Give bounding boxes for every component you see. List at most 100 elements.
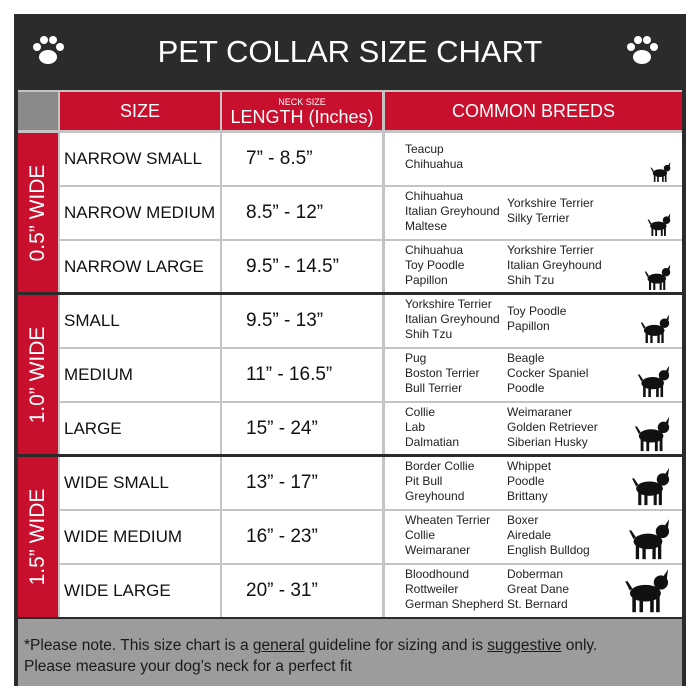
length-value: 8.5” - 12”	[246, 202, 324, 223]
breed-name: Dalmatian	[405, 434, 460, 449]
breeds-cell: Chihuahua Italian Greyhound Maltese Yorkshi…	[385, 187, 682, 239]
size-label: NARROW MEDIUM	[64, 203, 216, 222]
size-label: LARGE	[64, 419, 122, 438]
dog-icon	[638, 365, 670, 398]
size-cell: MEDIUM	[60, 349, 220, 401]
breed-name: Silky Terrier	[507, 211, 570, 225]
breeds-cell: Border Collie Pit Bull Greyhound Whippet Poo…	[385, 457, 682, 509]
title: PET COLLAR SIZE CHART	[157, 34, 543, 69]
length-cell: 7” - 8.5”	[222, 133, 382, 185]
note-text: *Please note. This size chart is a	[24, 637, 253, 654]
breed-name: Cocker Spaniel	[507, 365, 589, 380]
header-breeds: COMMON BREEDS	[385, 92, 682, 130]
group-label: 0.5” WIDE	[26, 164, 49, 262]
dog-icon	[641, 314, 670, 344]
group-cell: 1.5” WIDE	[18, 457, 58, 617]
breed-name: Rottweiler	[405, 581, 459, 596]
breed-name: St. Bernard	[507, 596, 568, 611]
breed-name: Bloodhound	[405, 566, 470, 581]
breed-name: Shih Tzu	[405, 326, 453, 341]
group-divider	[18, 292, 682, 295]
breed-column: Chihuahua Italian Greyhound Maltese	[405, 189, 500, 234]
length-cell: 20” - 31”	[222, 565, 382, 617]
size-cell: SMALL	[60, 295, 220, 347]
breed-name: Italian Greyhound	[405, 203, 500, 218]
group-label: 1.5” WIDE	[26, 488, 49, 586]
breed-name: Toy Poodle	[405, 257, 465, 272]
length-value: 20” - 31”	[246, 580, 318, 601]
table: SIZE NECK SIZE LENGTH (Inches) COMMON BR…	[18, 90, 682, 617]
length-value: 7” - 8.5”	[246, 148, 313, 169]
breed-column: Yorkshire Terrier Italian Greyhound Shih T…	[405, 297, 500, 342]
header-size: SIZE	[60, 92, 220, 130]
size-label: NARROW SMALL	[64, 149, 202, 168]
breed-column: Whippet Poodle Brittany	[507, 459, 551, 504]
length-cell: 9.5” - 14.5”	[222, 241, 382, 293]
length-value: 13” - 17”	[246, 472, 318, 493]
breed-name: Italian Greyhound	[405, 311, 500, 326]
breed-name: Great Dane	[507, 581, 570, 596]
breed-name: Yorkshire Terrier	[507, 196, 594, 210]
note-text: only.	[561, 637, 598, 654]
breeds-cell: Collie Lab Dalmatian Weimaraner Golden Retri…	[385, 403, 682, 455]
length-cell: 9.5” - 13”	[222, 295, 382, 347]
length-value: 16” - 23”	[246, 526, 318, 547]
breed-column: Teacup Chihuahua	[405, 142, 463, 172]
breed-name: Wheaten Terrier	[405, 512, 491, 527]
breed-column: Wheaten Terrier Collie Weimaraner	[405, 513, 490, 558]
dog-icon	[647, 213, 671, 236]
dog-icon	[631, 467, 669, 505]
breed-name: German Shepherd	[405, 596, 504, 611]
breed-column: Doberman Great Dane St. Bernard	[507, 567, 569, 612]
breed-name: Weimaraner	[507, 404, 573, 419]
length-cell: 15” - 24”	[222, 403, 382, 455]
corner-cell	[18, 92, 58, 130]
group-divider	[18, 454, 682, 457]
breed-column: Border Collie Pit Bull Greyhound	[405, 459, 474, 504]
size-cell: NARROW SMALL	[60, 133, 220, 185]
footnote: *Please note. This size chart is a gener…	[18, 619, 682, 686]
breeds-cell: Pug Boston Terrier Bull Terrier Beagle Cocke…	[385, 349, 682, 401]
breed-name: Teacup	[405, 142, 444, 156]
breed-column: Yorkshire Terrier Italian Greyhound Shih T…	[507, 243, 602, 288]
note-line: *Please note. This size chart is a gener…	[24, 635, 682, 656]
breeds-cell: Chihuahua Toy Poodle Papillon Yorkshire Ter…	[385, 241, 682, 293]
breed-name: Poodle	[507, 380, 545, 395]
breed-column: Chihuahua Toy Poodle Papillon	[405, 243, 464, 288]
breed-name: Lab	[405, 419, 426, 434]
breed-name: Boxer	[507, 512, 539, 527]
breed-name: Poodle	[507, 473, 545, 488]
breed-name: Toy Poodle	[507, 304, 567, 318]
size-cell: WIDE LARGE	[60, 565, 220, 617]
breed-name: Golden Retriever	[507, 419, 598, 434]
header-length-label: LENGTH (Inches)	[230, 107, 374, 127]
size-label: MEDIUM	[64, 365, 133, 384]
size-label: WIDE MEDIUM	[64, 527, 183, 546]
size-cell: NARROW MEDIUM	[60, 187, 220, 239]
breed-name: Yorkshire Terrier	[507, 242, 594, 257]
breed-name: Shih Tzu	[507, 272, 555, 287]
size-cell: WIDE SMALL	[60, 457, 220, 509]
length-value: 15” - 24”	[246, 418, 318, 439]
length-value: 11” - 16.5”	[246, 364, 333, 385]
length-cell: 11” - 16.5”	[222, 349, 382, 401]
breed-name: Pit Bull	[405, 473, 443, 488]
breed-name: Papillon	[507, 319, 550, 333]
group-label: 1.0” WIDE	[26, 326, 49, 424]
breed-name: Chihuahua	[405, 157, 464, 171]
breed-name: Doberman	[507, 566, 564, 581]
breed-column: Boxer Airedale English Bulldog	[507, 513, 590, 558]
dog-icon	[625, 569, 669, 613]
note-text: guideline for sizing and is	[304, 637, 488, 654]
size-cell: LARGE	[60, 403, 220, 455]
group-cell: 0.5” WIDE	[18, 133, 58, 293]
breed-name: Papillon	[405, 272, 448, 287]
breed-column: Beagle Cocker Spaniel Poodle	[507, 351, 588, 396]
breed-name: Border Collie	[405, 458, 475, 473]
length-value: 9.5” - 13”	[246, 310, 324, 331]
header-length: NECK SIZE LENGTH (Inches)	[222, 92, 382, 130]
breed-name: Brittany	[507, 488, 548, 503]
dog-icon	[644, 264, 670, 290]
breed-column: Bloodhound Rottweiler German Shepherd	[405, 567, 504, 612]
